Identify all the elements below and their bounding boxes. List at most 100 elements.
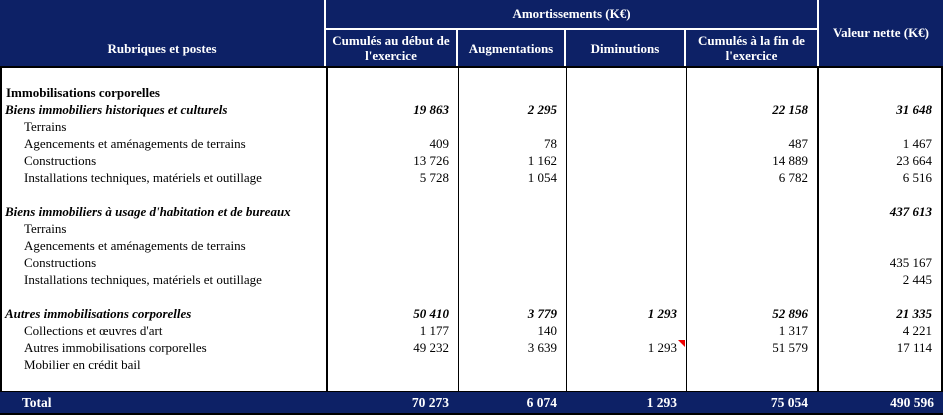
row-label <box>2 289 326 306</box>
row-value <box>686 221 817 238</box>
row-value: 435 167 <box>817 255 941 272</box>
row-value: 6 516 <box>817 170 941 187</box>
table-row: Installations techniques, matériels et o… <box>2 170 941 187</box>
row-value: 1 467 <box>817 136 941 153</box>
table-row: Constructions 435 167 <box>2 255 941 272</box>
row-value <box>326 187 458 204</box>
row-value <box>326 289 458 306</box>
row-value <box>566 238 686 255</box>
row-value <box>566 68 686 85</box>
table-row <box>2 374 941 391</box>
row-label: Terrains <box>24 119 67 134</box>
total-valeur-nette: 490 596 <box>890 394 934 410</box>
row-value: 409 <box>326 136 458 153</box>
row-value: 6 782 <box>686 170 817 187</box>
row-value <box>686 255 817 272</box>
row-value: 437 613 <box>817 204 941 221</box>
header-valeur-nette: Valeur nette (K€) <box>817 0 943 66</box>
row-label: Agencements et aménagements de terrains <box>24 136 246 151</box>
row-value <box>566 272 686 289</box>
row-value <box>326 85 458 102</box>
row-value <box>566 102 686 119</box>
row-value <box>686 68 817 85</box>
table-row: Agencements et aménagements de terrains <box>2 238 941 255</box>
row-value: 19 863 <box>326 102 458 119</box>
row-value: 1 317 <box>686 323 817 340</box>
row-value <box>566 255 686 272</box>
row-label <box>2 68 326 85</box>
row-value: 17 114 <box>817 340 941 357</box>
row-value: 3 639 <box>458 340 566 357</box>
row-value: 22 158 <box>686 102 817 119</box>
row-value: 2 295 <box>458 102 566 119</box>
row-value <box>326 68 458 85</box>
table-row: Immobilisations corporelles <box>2 85 941 102</box>
row-label: Immobilisations corporelles <box>6 85 160 100</box>
row-value <box>458 272 566 289</box>
row-value <box>458 238 566 255</box>
row-value: 4 221 <box>817 323 941 340</box>
row-value: 1 177 <box>326 323 458 340</box>
row-label: Autres immobilisations corporelles <box>24 340 207 355</box>
table-row <box>2 68 941 85</box>
row-value <box>686 289 817 306</box>
row-label: Biens immobiliers à usage d'habitation e… <box>5 204 291 219</box>
table-row: Terrains <box>2 119 941 136</box>
row-value <box>817 221 941 238</box>
row-value <box>458 119 566 136</box>
table-row: Terrains <box>2 221 941 238</box>
row-value: 487 <box>686 136 817 153</box>
row-label: Collections et œuvres d'art <box>24 323 163 338</box>
row-value: 1 054 <box>458 170 566 187</box>
row-value <box>566 221 686 238</box>
row-label: Agencements et aménagements de terrains <box>24 238 246 253</box>
row-value <box>458 255 566 272</box>
table-row: Autres immobilisations corporelles 50 410… <box>2 306 941 323</box>
total-label: Total <box>22 394 52 410</box>
row-value: 21 335 <box>817 306 941 323</box>
table-row: Installations techniques, matériels et o… <box>2 272 941 289</box>
comment-marker-icon <box>678 340 685 347</box>
row-value <box>326 357 458 374</box>
row-value <box>686 187 817 204</box>
table-body: Immobilisations corporelles Biens immobil… <box>0 66 943 392</box>
row-label: Constructions <box>24 153 97 168</box>
table-row <box>2 289 941 306</box>
row-value: 5 728 <box>326 170 458 187</box>
row-value <box>566 204 686 221</box>
row-label: Biens immobiliers historiques et culture… <box>5 102 228 117</box>
row-value <box>566 119 686 136</box>
row-value <box>458 357 566 374</box>
row-value: 3 779 <box>458 306 566 323</box>
table-row: Agencements et aménagements de terrains 4… <box>2 136 941 153</box>
header-augmentations: Augmentations <box>458 30 566 66</box>
row-value: 50 410 <box>326 306 458 323</box>
row-value <box>458 374 566 391</box>
row-value <box>817 68 941 85</box>
row-value <box>817 238 941 255</box>
table-row: Mobilier en crédit bail <box>2 357 941 374</box>
row-value <box>686 374 817 391</box>
row-value <box>817 187 941 204</box>
row-label: Constructions <box>24 255 97 270</box>
total-cumules-debut: 70 273 <box>411 394 449 410</box>
header-rubriques-et-postes: Rubriques et postes <box>0 0 326 66</box>
row-value <box>566 170 686 187</box>
table-row: Biens immobiliers à usage d'habitation e… <box>2 204 941 221</box>
row-value: 14 889 <box>686 153 817 170</box>
row-value: 31 648 <box>817 102 941 119</box>
row-value <box>817 85 941 102</box>
total-cumules-fin: 75 054 <box>770 394 808 410</box>
row-value <box>686 119 817 136</box>
row-value <box>326 255 458 272</box>
row-value <box>458 289 566 306</box>
row-value <box>458 187 566 204</box>
row-value <box>817 374 941 391</box>
row-label: Autres immobilisations corporelles <box>5 306 192 321</box>
row-value <box>817 357 941 374</box>
row-value <box>566 374 686 391</box>
row-value <box>566 187 686 204</box>
row-value: 13 726 <box>326 153 458 170</box>
table-row <box>2 187 941 204</box>
